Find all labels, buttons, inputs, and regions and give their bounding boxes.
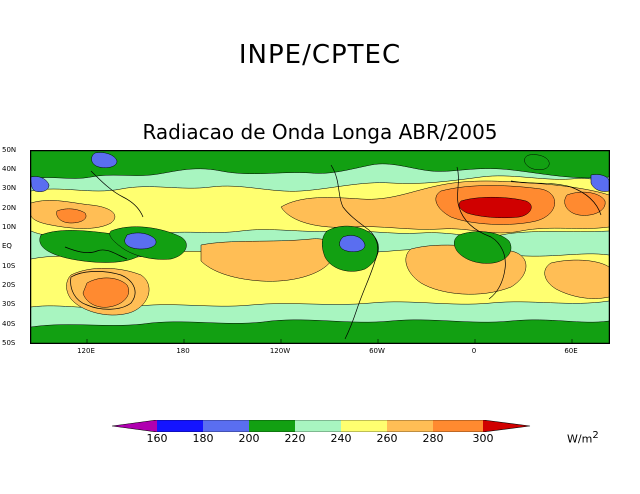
- field-180-200-amazon: [339, 235, 366, 252]
- field-200-220-africa: [454, 231, 512, 264]
- scale-label-200: 200: [238, 432, 260, 445]
- field-280-300-australia: [82, 277, 129, 308]
- scale-bin-200-220: [249, 420, 295, 432]
- scale-label-180: 180: [192, 432, 214, 445]
- field-180-200-w-edge: [31, 176, 50, 192]
- scale-bin-240-260: [341, 420, 387, 432]
- scale-label-160: 160: [146, 432, 168, 445]
- organization-title: INPE/CPTEC: [238, 40, 402, 70]
- olr-contour-field: [31, 151, 609, 343]
- lat-label-40s: 40S: [2, 320, 16, 328]
- scale-label-260: 260: [376, 432, 398, 445]
- lon-label-120e: 120E: [77, 347, 95, 355]
- scale-label-220: 220: [284, 432, 306, 445]
- field-200-220-north: [31, 151, 609, 180]
- field-260-280-s-indian: [544, 259, 609, 299]
- lon-label-60w: 60W: [369, 347, 385, 355]
- scale-label-300: 300: [472, 432, 494, 445]
- olr-map: [30, 150, 610, 344]
- field-200-220-n-atlantic: [524, 154, 550, 170]
- scale-bin-260-280: [387, 420, 433, 432]
- unit-exponent: 2: [592, 430, 599, 441]
- map-title: Radiacao de Onda Longa ABR/2005: [142, 120, 498, 144]
- lat-label-10n: 10N: [2, 223, 17, 231]
- field-280-300-w-pacific: [56, 208, 87, 224]
- scale-bin-180-200: [203, 420, 249, 432]
- lon-label-120w: 120W: [269, 347, 291, 355]
- unit-text: W/m: [567, 432, 593, 446]
- field-180-200-w-pacific: [124, 232, 157, 250]
- lat-label-40n: 40N: [2, 165, 17, 173]
- scale-bin-160-180: [157, 420, 203, 432]
- lon-label-0: 0: [471, 347, 477, 355]
- lon-label-60e: 60E: [564, 347, 578, 355]
- lat-label-20n: 20N: [2, 204, 17, 212]
- scale-arrow-below-160: [112, 420, 157, 432]
- field-180-200-n-pacific: [91, 152, 118, 168]
- scale-bin-280-300: [433, 420, 483, 432]
- scale-label-280: 280: [422, 432, 444, 445]
- field-above-300-sahara: [458, 196, 532, 219]
- lat-label-10s: 10S: [2, 262, 16, 270]
- lat-label-50n: 50N: [2, 146, 17, 154]
- color-scale-bar: [112, 420, 531, 432]
- scale-label-240: 240: [330, 432, 352, 445]
- lon-label-180: 180: [176, 347, 190, 355]
- field-280-300-e-atlantic: [564, 191, 606, 216]
- coastlines: [64, 164, 602, 340]
- lat-label-30n: 30N: [2, 184, 17, 192]
- lat-label-30s: 30S: [2, 300, 16, 308]
- lat-label-eq: EQ: [2, 242, 12, 250]
- scale-bin-220-240: [295, 420, 341, 432]
- lat-label-50s: 50S: [2, 339, 16, 347]
- map-grid-ticks: [86, 339, 573, 343]
- lat-label-20s: 20S: [2, 281, 16, 289]
- unit-label: W/m2: [567, 430, 599, 446]
- field-200-220-south: [31, 319, 609, 343]
- scale-arrow-above-300: [483, 420, 530, 432]
- field-180-200-e-edge: [590, 174, 609, 192]
